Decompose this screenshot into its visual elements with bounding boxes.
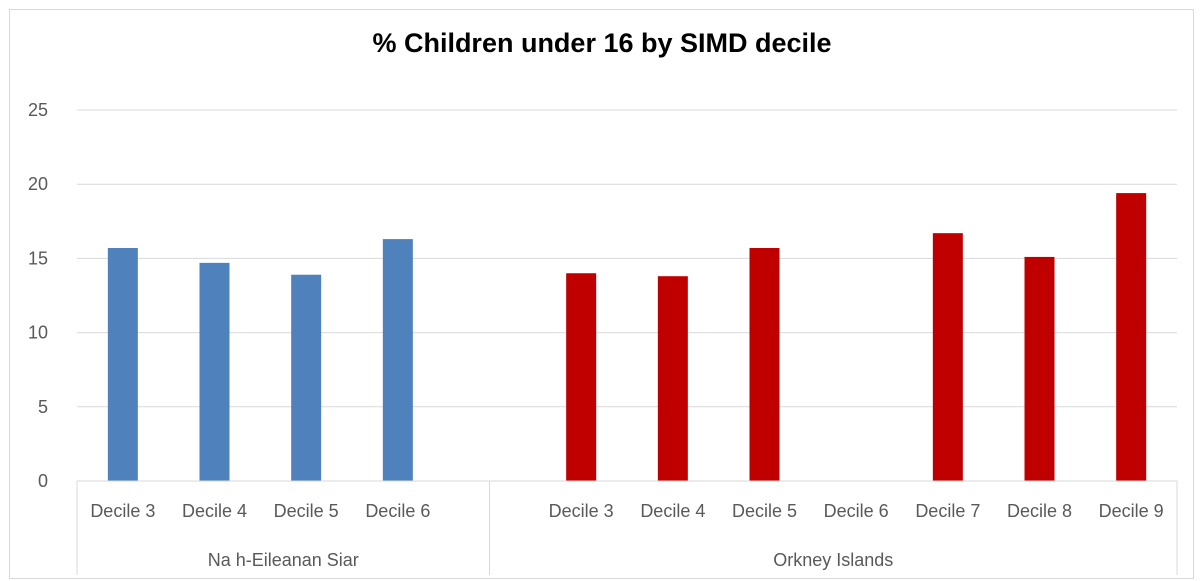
y-tick-label: 10 — [28, 323, 48, 343]
bar — [382, 239, 413, 481]
bar — [1116, 193, 1147, 481]
x-tick-label: Decile 5 — [732, 501, 797, 521]
x-tick-label: Decile 4 — [182, 501, 247, 521]
bar — [199, 262, 230, 481]
x-tick-label: Decile 3 — [90, 501, 155, 521]
y-tick-label: 15 — [28, 248, 48, 268]
bar — [291, 274, 322, 481]
y-tick-label: 0 — [38, 471, 48, 491]
y-tick-label: 20 — [28, 174, 48, 194]
y-tick-label: 5 — [38, 397, 48, 417]
group-label: Orkney Islands — [773, 550, 893, 570]
bar — [1024, 256, 1055, 481]
y-tick-label: 25 — [28, 100, 48, 120]
bar — [932, 233, 963, 481]
x-tick-label: Decile 6 — [824, 501, 889, 521]
bar — [566, 273, 597, 481]
x-tick-label: Decile 5 — [274, 501, 339, 521]
bar — [749, 248, 780, 481]
chart-title: % Children under 16 by SIMD decile — [372, 28, 832, 58]
group-label: Na h-Eileanan Siar — [208, 550, 359, 570]
x-tick-label: Decile 3 — [549, 501, 614, 521]
x-tick-label: Decile 8 — [1007, 501, 1072, 521]
x-tick-label: Decile 4 — [640, 501, 705, 521]
bar — [107, 248, 138, 481]
bar — [657, 276, 688, 481]
x-tick-label: Decile 9 — [1099, 501, 1164, 521]
x-tick-label: Decile 6 — [365, 501, 430, 521]
x-tick-label: Decile 7 — [915, 501, 980, 521]
